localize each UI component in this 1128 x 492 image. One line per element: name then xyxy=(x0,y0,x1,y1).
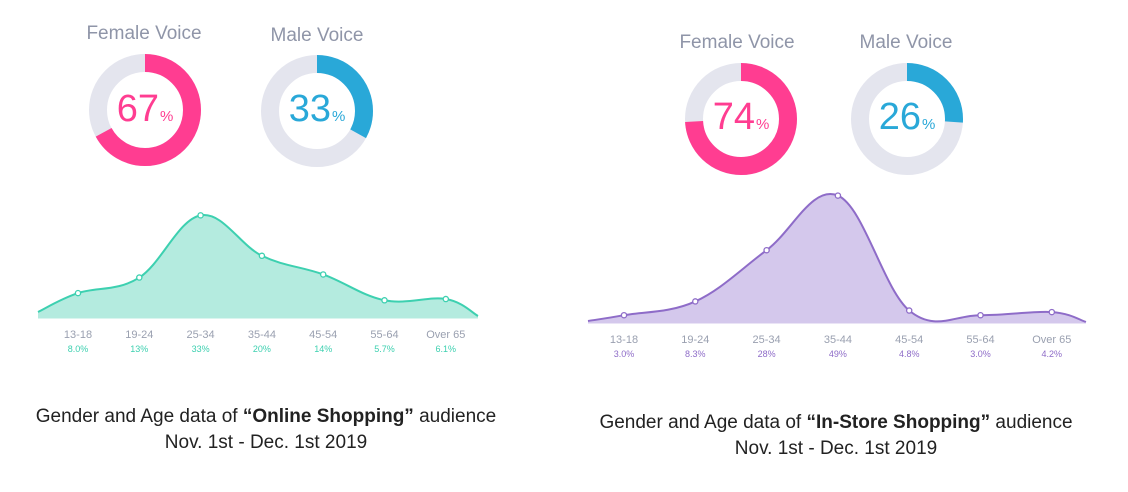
data-label: 33% xyxy=(192,344,210,354)
caption-online-line2: Nov. 1st - Dec. 1st 2019 xyxy=(164,432,368,453)
data-label: 49% xyxy=(829,349,847,359)
donut-arc xyxy=(261,55,373,167)
area-fill xyxy=(38,215,478,318)
data-point xyxy=(620,311,628,319)
donut-label-female-instore: Female Voice xyxy=(679,32,795,53)
donut-value-unit: % xyxy=(331,108,346,125)
donut-male-instore xyxy=(851,63,963,175)
x-tick-label: 35-44 xyxy=(248,329,276,341)
instore-shopping-panel: Female Voice 74% Male Voice 26% 13-18 3.0… xyxy=(564,0,1128,492)
donut-label-male-instore: Male Voice xyxy=(859,32,953,53)
data-point xyxy=(763,246,770,254)
area-line xyxy=(37,214,479,317)
donut-female-instore xyxy=(685,63,797,175)
donut-arc xyxy=(685,63,797,175)
donut-value-number: 33 xyxy=(288,88,331,130)
data-label: 5.7% xyxy=(374,344,395,354)
data-point xyxy=(319,271,327,278)
donut-female-online xyxy=(89,54,201,166)
age-area-chart-online: 13-18 8.0% 19-24 13% 25-34 33% 35-44 20% 45-54 14… xyxy=(37,212,479,354)
data-point xyxy=(1048,308,1056,316)
x-tick-label: 45-54 xyxy=(309,329,337,341)
data-label: 20% xyxy=(253,344,271,354)
data-point xyxy=(905,307,913,314)
donut-male-online xyxy=(261,55,373,167)
x-tick-label: 19-24 xyxy=(681,334,709,346)
data-label: 4.8% xyxy=(899,349,920,359)
data-point xyxy=(977,311,984,319)
donut-label-female-online: Female Voice xyxy=(86,23,202,44)
data-label: 3.0% xyxy=(614,349,635,359)
donut-value-number: 74 xyxy=(712,96,755,138)
x-tick-label: 45-54 xyxy=(895,334,923,346)
data-point xyxy=(74,289,82,297)
donut-value-male-online: 33% xyxy=(257,88,377,131)
x-tick-label: 55-64 xyxy=(966,334,994,346)
age-area-chart-instore: 13-18 3.0% 19-24 8.3% 25-34 28% 35-44 49% 45-54 4… xyxy=(587,192,1087,359)
donut-label-male-online: Male Voice xyxy=(270,25,364,46)
x-tick-label: Over 65 xyxy=(1032,334,1071,346)
donut-value-female-online: 67% xyxy=(85,88,205,131)
x-tick-label: 25-34 xyxy=(187,329,215,341)
data-point xyxy=(381,297,388,304)
donut-value-male-instore: 26% xyxy=(847,96,967,139)
data-label: 8.3% xyxy=(685,349,706,359)
data-point xyxy=(258,252,266,260)
data-label: 13% xyxy=(130,344,148,354)
x-tick-label: 35-44 xyxy=(824,334,852,346)
data-label: 14% xyxy=(314,344,332,354)
data-label: 6.1% xyxy=(436,344,457,354)
donut-arc xyxy=(851,63,963,175)
x-tick-label: 25-34 xyxy=(753,334,781,346)
x-tick-label: Over 65 xyxy=(426,329,465,341)
data-point xyxy=(197,212,204,219)
caption-instore-line2: Nov. 1st - Dec. 1st 2019 xyxy=(734,438,938,459)
data-point xyxy=(442,295,450,303)
data-label: 4.2% xyxy=(1042,349,1063,359)
area-fill xyxy=(588,193,1086,323)
data-label: 8.0% xyxy=(68,344,89,354)
caption-instore-line1: Gender and Age data of “In-Store Shoppin… xyxy=(599,412,1073,433)
donut-value-number: 26 xyxy=(878,96,921,138)
x-tick-label: 13-18 xyxy=(64,329,92,341)
donut-value-female-instore: 74% xyxy=(681,96,801,139)
donut-value-unit: % xyxy=(159,108,174,125)
data-point xyxy=(834,192,842,199)
x-tick-label: 55-64 xyxy=(370,329,398,341)
online-shopping-panel: Female Voice 67% Male Voice 33% 13-18 8.0… xyxy=(0,23,532,456)
data-label: 3.0% xyxy=(970,349,991,359)
x-tick-label: 19-24 xyxy=(125,329,153,341)
data-point xyxy=(692,298,699,305)
x-tick-label: 13-18 xyxy=(610,334,638,346)
data-label: 28% xyxy=(758,349,776,359)
donut-value-number: 67 xyxy=(116,88,159,130)
donut-arc xyxy=(89,54,201,166)
caption-online-line1: Gender and Age data of “Online Shopping”… xyxy=(35,406,497,427)
donut-value-unit: % xyxy=(921,116,936,133)
caption-online: Gender and Age data of “Online Shopping”… xyxy=(0,404,532,456)
data-point xyxy=(136,274,143,281)
donut-value-unit: % xyxy=(755,116,770,133)
caption-instore: Gender and Age data of “In-Store Shoppin… xyxy=(564,410,1108,462)
